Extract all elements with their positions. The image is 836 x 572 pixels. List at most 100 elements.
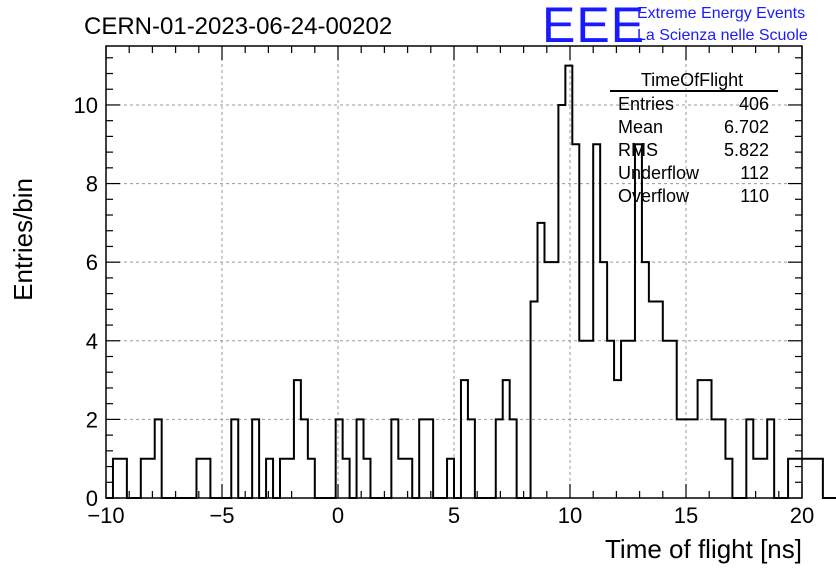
- histogram-bin: [113, 459, 120, 498]
- histogram-bin: [426, 419, 433, 498]
- histogram-bin: [120, 459, 127, 498]
- histogram-bin: [663, 341, 670, 498]
- histogram-bin: [795, 459, 802, 498]
- x-tick-label: 0: [332, 503, 344, 528]
- histogram-bin: [148, 459, 155, 498]
- histogram-bin: [266, 459, 273, 498]
- histogram-bin: [551, 262, 558, 498]
- histogram-bin: [544, 262, 551, 498]
- eee-logo: EEE Extreme Energy Events La Scienza nel…: [542, 0, 808, 53]
- histogram-bin: [649, 301, 656, 498]
- stats-value: 112: [740, 163, 769, 183]
- stats-label: Underflow: [618, 163, 700, 183]
- histogram-bin: [816, 459, 823, 498]
- x-tick-label: 15: [674, 503, 698, 528]
- histogram-bin: [802, 459, 809, 498]
- histogram-bin: [301, 419, 308, 498]
- histogram-bin: [538, 223, 545, 498]
- histogram-bin: [468, 419, 475, 498]
- histogram-bin: [670, 341, 677, 498]
- x-axis-title: Time of flight [ns]: [605, 534, 802, 564]
- histogram-bin: [712, 419, 719, 498]
- stats-row-entries: Entries 406: [618, 94, 769, 114]
- logo-line-1: Extreme Energy Events: [637, 5, 805, 22]
- stats-row-underflow: Underflow 112: [618, 163, 769, 183]
- histogram-bin: [753, 459, 760, 498]
- histogram-bin: [141, 459, 148, 498]
- histogram-bin: [642, 262, 649, 498]
- logo-line-2: La Scienza nelle Scuole: [637, 27, 808, 44]
- histogram-bin: [586, 341, 593, 498]
- histogram-bin: [510, 419, 517, 498]
- stats-label: Mean: [618, 117, 663, 137]
- histogram-bin: [203, 459, 210, 498]
- histogram-bin: [391, 419, 398, 498]
- histogram-bin: [336, 419, 343, 498]
- axes: −10 −5 0 5 10 15 20 0 2 4 6 8 10: [74, 45, 814, 528]
- histogram-bin: [252, 419, 259, 498]
- histogram-bin: [280, 459, 287, 498]
- histogram-bin: [294, 380, 301, 498]
- histogram-bin: [767, 419, 774, 498]
- stats-value: 406: [739, 94, 769, 114]
- stats-box: TimeOfFlight Entries 406 Mean 6.702 RMS …: [610, 70, 778, 206]
- histogram-bin: [593, 144, 600, 498]
- histogram-bin: [684, 419, 691, 498]
- x-tick-label: 5: [448, 503, 460, 528]
- y-tick-label: 8: [86, 172, 98, 197]
- histogram-bin: [287, 459, 294, 498]
- y-tick-label: 6: [86, 250, 98, 275]
- grid: [106, 46, 802, 498]
- histogram-bin: [558, 105, 565, 498]
- stats-row-rms: RMS 5.822: [618, 140, 769, 160]
- histogram-bin: [398, 459, 405, 498]
- histogram-bin: [155, 419, 162, 498]
- chart-title: CERN-01-2023-06-24-00202: [84, 13, 392, 40]
- histogram-bin: [788, 459, 795, 498]
- stats-box-name: TimeOfFlight: [641, 70, 743, 90]
- histogram-bin: [531, 301, 538, 498]
- histogram-bin: [565, 66, 572, 498]
- histogram-bin: [600, 262, 607, 498]
- stats-label: Entries: [618, 94, 674, 114]
- histogram-bin: [572, 144, 579, 498]
- histogram-bin: [196, 459, 203, 498]
- histogram-bin: [691, 419, 698, 498]
- histogram-bin: [746, 419, 753, 498]
- y-tick-label: 2: [86, 407, 98, 432]
- histogram-bin: [718, 419, 725, 498]
- histogram-bin: [364, 459, 371, 498]
- histogram-bin: [607, 341, 614, 498]
- histogram-bin: [231, 419, 238, 498]
- stats-value: 6.702: [724, 117, 769, 137]
- stats-value: 110: [740, 186, 769, 206]
- histogram-bin: [725, 459, 732, 498]
- histogram-bin: [461, 380, 468, 498]
- histogram-bin: [677, 419, 684, 498]
- histogram-bin: [496, 419, 503, 498]
- stats-row-mean: Mean 6.702: [618, 117, 769, 137]
- histogram-bin: [405, 459, 412, 498]
- y-tick-label: 0: [86, 486, 98, 511]
- stats-row-overflow: Overflow 110: [618, 186, 769, 206]
- histogram-bin: [308, 459, 315, 498]
- histogram-bin: [698, 380, 705, 498]
- x-tick-label: −10: [87, 503, 124, 528]
- histogram-bin: [656, 301, 663, 498]
- histogram-bin: [705, 380, 712, 498]
- histogram-bin: [628, 341, 635, 498]
- histogram-bin: [419, 419, 426, 498]
- histogram-bin: [760, 459, 767, 498]
- histogram-bin: [621, 341, 628, 498]
- x-tick-label: 10: [558, 503, 582, 528]
- histogram-bin: [447, 459, 454, 498]
- y-tick-label: 10: [74, 93, 98, 118]
- histogram-bin: [809, 459, 816, 498]
- y-axis-title: Entries/bin: [8, 178, 38, 301]
- histogram-bin: [357, 419, 364, 498]
- histogram-bin: [614, 380, 621, 498]
- x-tick-label: 20: [790, 503, 814, 528]
- stats-label: RMS: [618, 140, 658, 160]
- logo-mark: EEE: [542, 0, 645, 53]
